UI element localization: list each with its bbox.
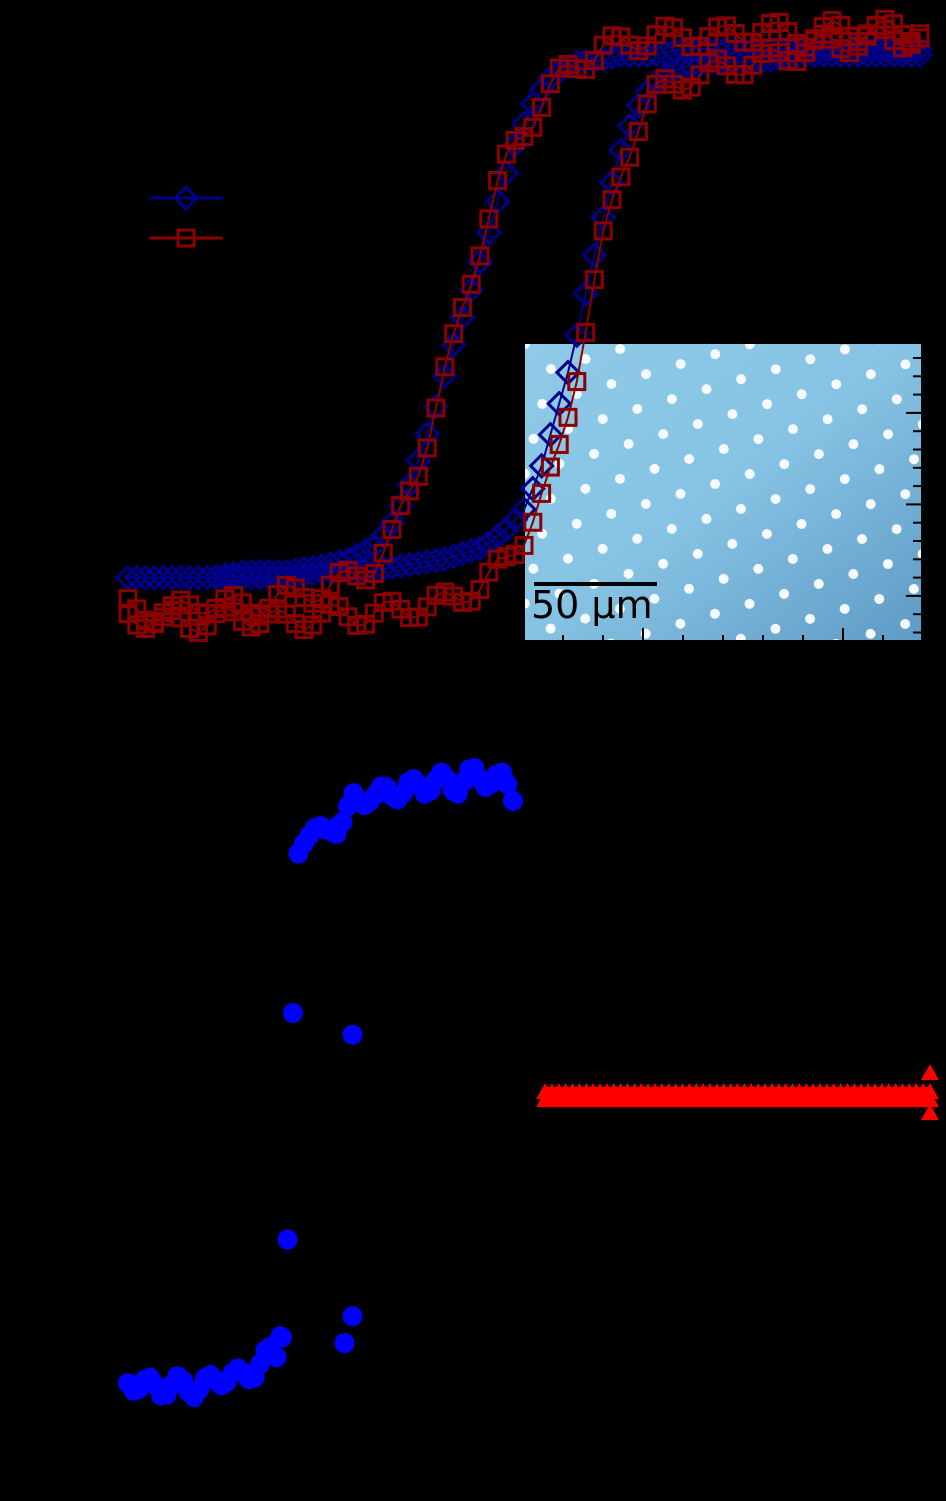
circle-marker [342,1306,363,1327]
square-marker [532,483,552,503]
square-marker [611,167,631,187]
square-marker [382,520,402,540]
square-marker [558,407,578,427]
square-marker [470,246,490,266]
diamond-marker [810,42,837,69]
diamond-marker [378,509,406,536]
diamond-marker [185,564,212,591]
top-legend [149,184,223,248]
series-square-down-sweep [118,16,930,642]
bottom-panel-series [118,758,939,1408]
circle-marker [502,790,523,811]
diamond-marker [158,564,186,591]
square-marker [602,190,622,210]
square-marker [910,24,930,44]
square-marker [364,563,384,583]
triangle-marker [921,1104,939,1121]
top-panel-series [114,9,934,642]
diamond-marker [581,241,608,269]
square-marker [540,457,560,477]
diamond-marker [194,564,221,591]
square-marker [532,97,552,117]
diamond-marker [528,452,555,479]
inset-micrograph [525,344,924,640]
diamond-marker [466,534,494,562]
diamond-marker [862,42,890,69]
square-marker [479,209,499,229]
square-marker [567,372,587,392]
diamond-marker [818,42,846,69]
square-marker [584,270,604,290]
diamond-marker [176,564,203,591]
circle-marker [270,1326,291,1347]
diamond-marker [607,42,634,69]
square-marker [628,122,648,142]
circle-marker [282,1003,303,1024]
square-marker [417,438,437,458]
circle-marker [334,1333,355,1353]
square-marker [637,94,657,114]
diamond-marker [123,564,150,591]
square-marker [620,147,640,167]
square-marker [435,357,455,377]
diamond-marker [150,564,177,591]
diamond-marker [238,564,265,591]
square-marker [514,535,534,555]
square-marker [523,117,543,137]
diamond-marker [396,471,423,498]
legend-item-square [149,228,223,248]
circle-marker [497,774,518,795]
square-marker [444,324,464,344]
diamond-marker [493,516,520,543]
diamond-marker [880,42,907,69]
legend-item-diamond [149,184,223,212]
series-red-triangles [536,1064,939,1121]
square-marker [176,228,196,248]
diamond-marker [871,42,898,69]
diamond-marker [167,564,194,591]
square-marker [488,171,508,191]
diamond-marker [141,564,168,591]
scale-bar-label: 50 µm [531,583,653,627]
diamond-marker [172,184,200,212]
diamond-marker [317,558,344,585]
square-marker [549,434,569,454]
square-marker [452,297,472,317]
square-marker [593,221,613,241]
diamond-marker [246,564,274,591]
diamond-marker [502,506,529,533]
diamond-marker [563,322,590,349]
square-marker [576,323,596,343]
square-marker [461,274,481,294]
diamond-marker [854,42,881,69]
circle-marker [342,1024,363,1045]
series-blue-circles [118,758,523,1408]
square-marker [523,512,543,532]
diamond-marker [202,564,230,591]
diamond-marker [114,564,142,591]
diamond-marker [458,537,485,564]
circle-marker [326,823,347,844]
square-marker [408,466,428,486]
diamond-marker [132,564,159,591]
square-marker [373,543,393,563]
diamond-marker [475,219,502,246]
triangle-marker [921,1064,939,1081]
circle-marker [277,1229,298,1250]
circle-marker [266,1347,287,1368]
square-marker [426,398,446,418]
